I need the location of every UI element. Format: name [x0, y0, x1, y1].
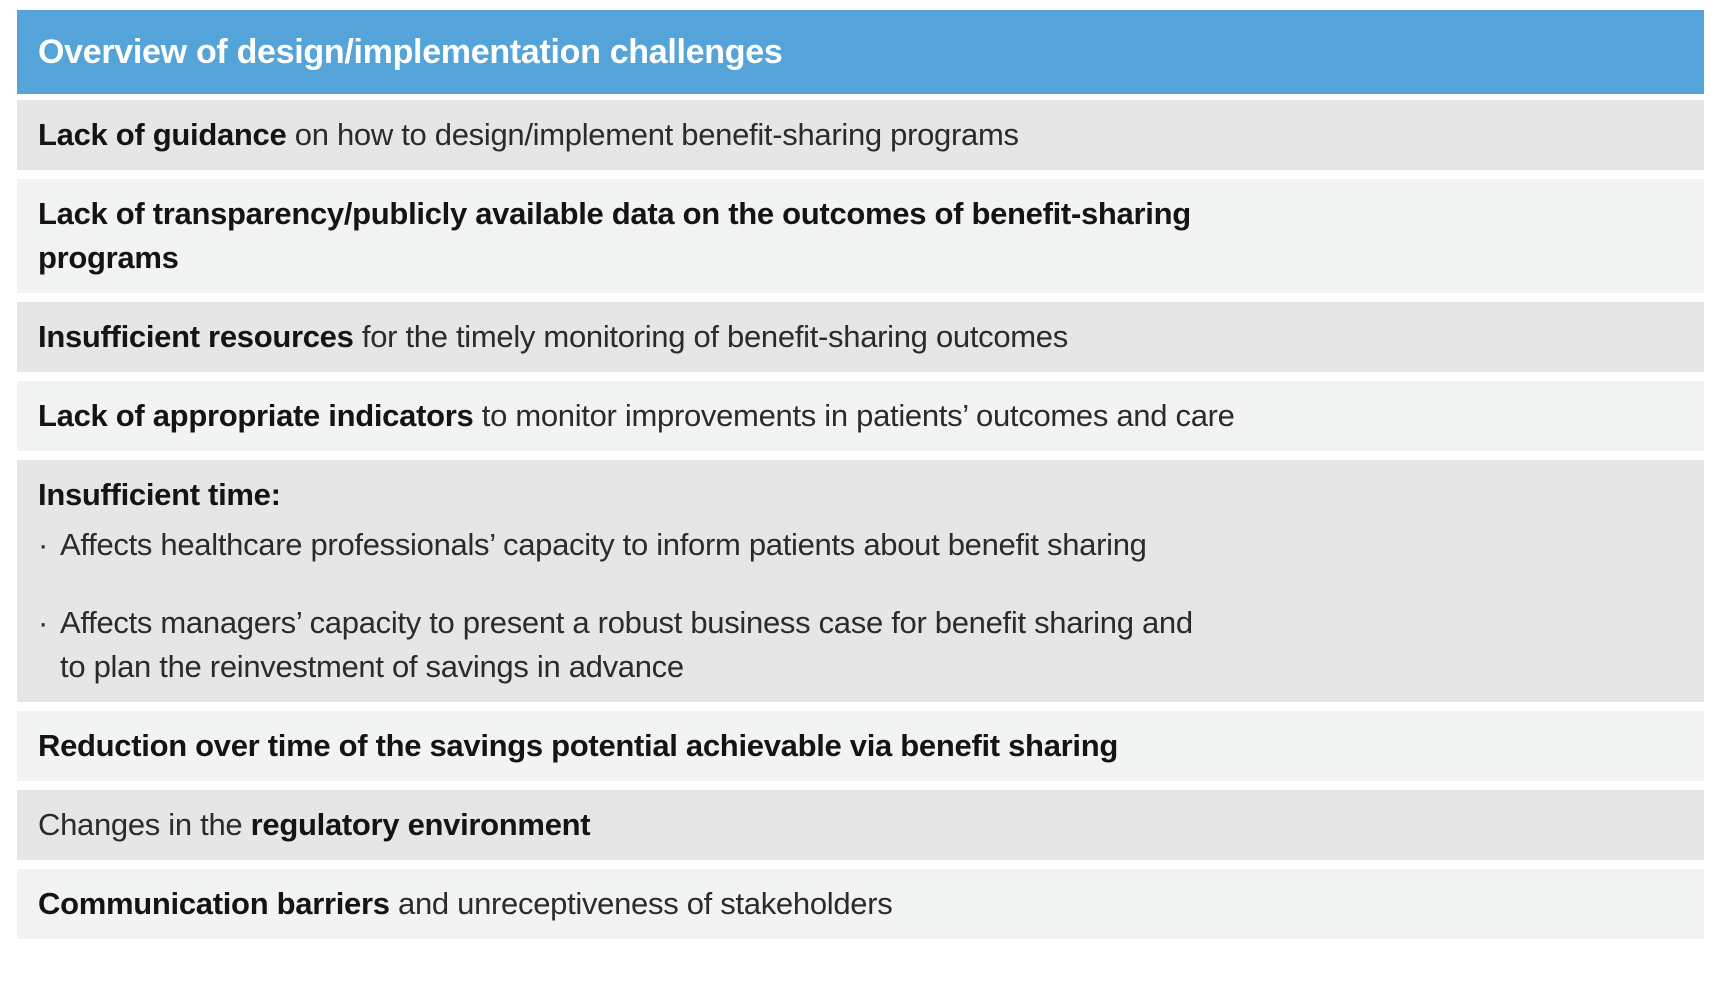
challenges-table-body: Lack of guidance on how to design/implem…: [17, 100, 1704, 939]
table-header: Overview of design/implementation challe…: [17, 10, 1704, 94]
bullet-marker: ·: [38, 605, 49, 640]
row-text: Communication barriers and unreceptivene…: [38, 882, 1683, 926]
table-row: Changes in the regulatory environment: [17, 790, 1704, 860]
table-row: Reduction over time of the savings poten…: [17, 711, 1704, 781]
row-text: Insufficient resources for the timely mo…: [38, 315, 1683, 359]
row-text-segment: on how to design/implement benefit-shari…: [286, 117, 1019, 152]
bullet-item: · Affects managers’ capacity to present a…: [38, 601, 1683, 689]
bullet-text: Affects managers’ capacity to present a …: [60, 605, 1193, 684]
table-row: Lack of transparency/publicly available …: [17, 179, 1704, 293]
row-text-bold-segment: Insufficient resources: [38, 319, 354, 354]
row-text-segment: and unreceptiveness of stakeholders: [389, 886, 893, 921]
challenges-table: Overview of design/implementation challe…: [17, 10, 1704, 939]
table-row: Lack of guidance on how to design/implem…: [17, 100, 1704, 170]
bullet-text: Affects healthcare professionals’ capaci…: [60, 527, 1147, 562]
row-text: Reduction over time of the savings poten…: [38, 724, 1683, 768]
row-text-bold-segment: Lack of guidance: [38, 117, 287, 152]
row-text-segment: Changes in the: [38, 807, 251, 842]
row-text-bold-segment: regulatory environment: [250, 807, 591, 842]
row-text-bold-segment: Reduction over time of the savings poten…: [38, 728, 1118, 763]
row-text-bold-segment: Lack of appropriate indicators: [38, 398, 474, 433]
table-row: Lack of appropriate indicators to monito…: [17, 381, 1704, 451]
row-text-segment: to monitor improvements in patients’ out…: [473, 398, 1235, 433]
bullet-item: · Affects healthcare professionals’ capac…: [38, 523, 1683, 567]
row-text: Lack of guidance on how to design/implem…: [38, 113, 1683, 157]
row-text: Lack of transparency/publicly available …: [38, 192, 1683, 280]
row-text: Lack of appropriate indicators to monito…: [38, 394, 1683, 438]
row-text-segment: for the timely monitoring of benefit-sha…: [353, 319, 1068, 354]
table-row: Insufficient resources for the timely mo…: [17, 302, 1704, 372]
row-text: Insufficient time:: [38, 473, 1683, 517]
row-text-bold-segment: Lack of transparency/publicly available …: [38, 196, 1191, 275]
row-text-bold-segment: Insufficient time:: [38, 477, 281, 512]
row-text: Changes in the regulatory environment: [38, 803, 1683, 847]
table-row: Insufficient time: · Affects healthcare pr…: [17, 460, 1704, 702]
bullet-marker: ·: [38, 527, 49, 562]
row-text-bold-segment: Communication barriers: [38, 886, 390, 921]
table-row: Communication barriers and unreceptivene…: [17, 869, 1704, 939]
